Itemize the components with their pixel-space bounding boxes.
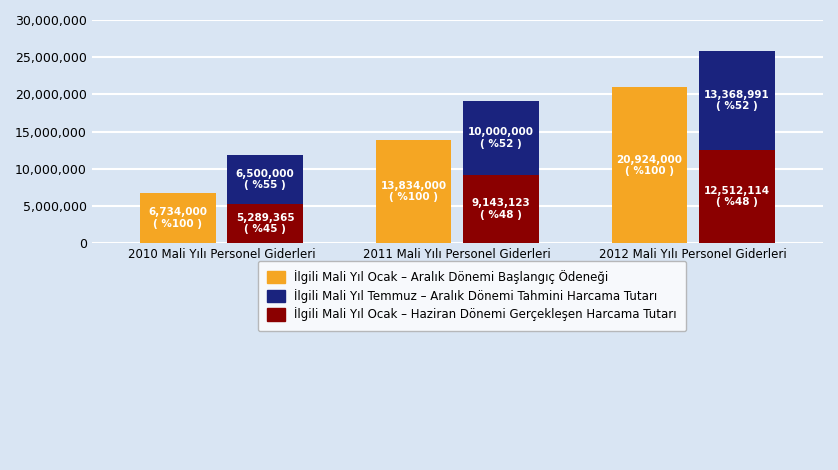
Text: 13,834,000
( %100 ): 13,834,000 ( %100 ) bbox=[380, 181, 447, 203]
Bar bbox=[463, 101, 539, 175]
Bar bbox=[227, 204, 303, 243]
Legend: İlgili Mali Yıl Ocak – Aralık Dönemi Başlangıç Ödeneği, İlgili Mali Yıl Temmuz –: İlgili Mali Yıl Ocak – Aralık Dönemi Baş… bbox=[257, 261, 686, 331]
Text: 20,924,000
( %100 ): 20,924,000 ( %100 ) bbox=[617, 155, 683, 176]
Bar bbox=[612, 87, 687, 243]
Bar bbox=[227, 156, 303, 204]
Bar bbox=[699, 150, 774, 243]
Text: 6,734,000
( %100 ): 6,734,000 ( %100 ) bbox=[148, 207, 207, 229]
Bar bbox=[140, 193, 215, 243]
Text: 10,000,000
( %52 ): 10,000,000 ( %52 ) bbox=[468, 127, 534, 149]
Bar bbox=[463, 175, 539, 243]
Text: 13,368,991
( %52 ): 13,368,991 ( %52 ) bbox=[704, 90, 770, 111]
Text: 12,512,114
( %48 ): 12,512,114 ( %48 ) bbox=[704, 186, 770, 207]
Text: 6,500,000
( %55 ): 6,500,000 ( %55 ) bbox=[235, 169, 294, 190]
Text: 9,143,123
( %48 ): 9,143,123 ( %48 ) bbox=[472, 198, 530, 220]
Bar bbox=[699, 51, 774, 150]
Bar bbox=[376, 140, 452, 243]
Text: 5,289,365
( %45 ): 5,289,365 ( %45 ) bbox=[235, 212, 294, 234]
